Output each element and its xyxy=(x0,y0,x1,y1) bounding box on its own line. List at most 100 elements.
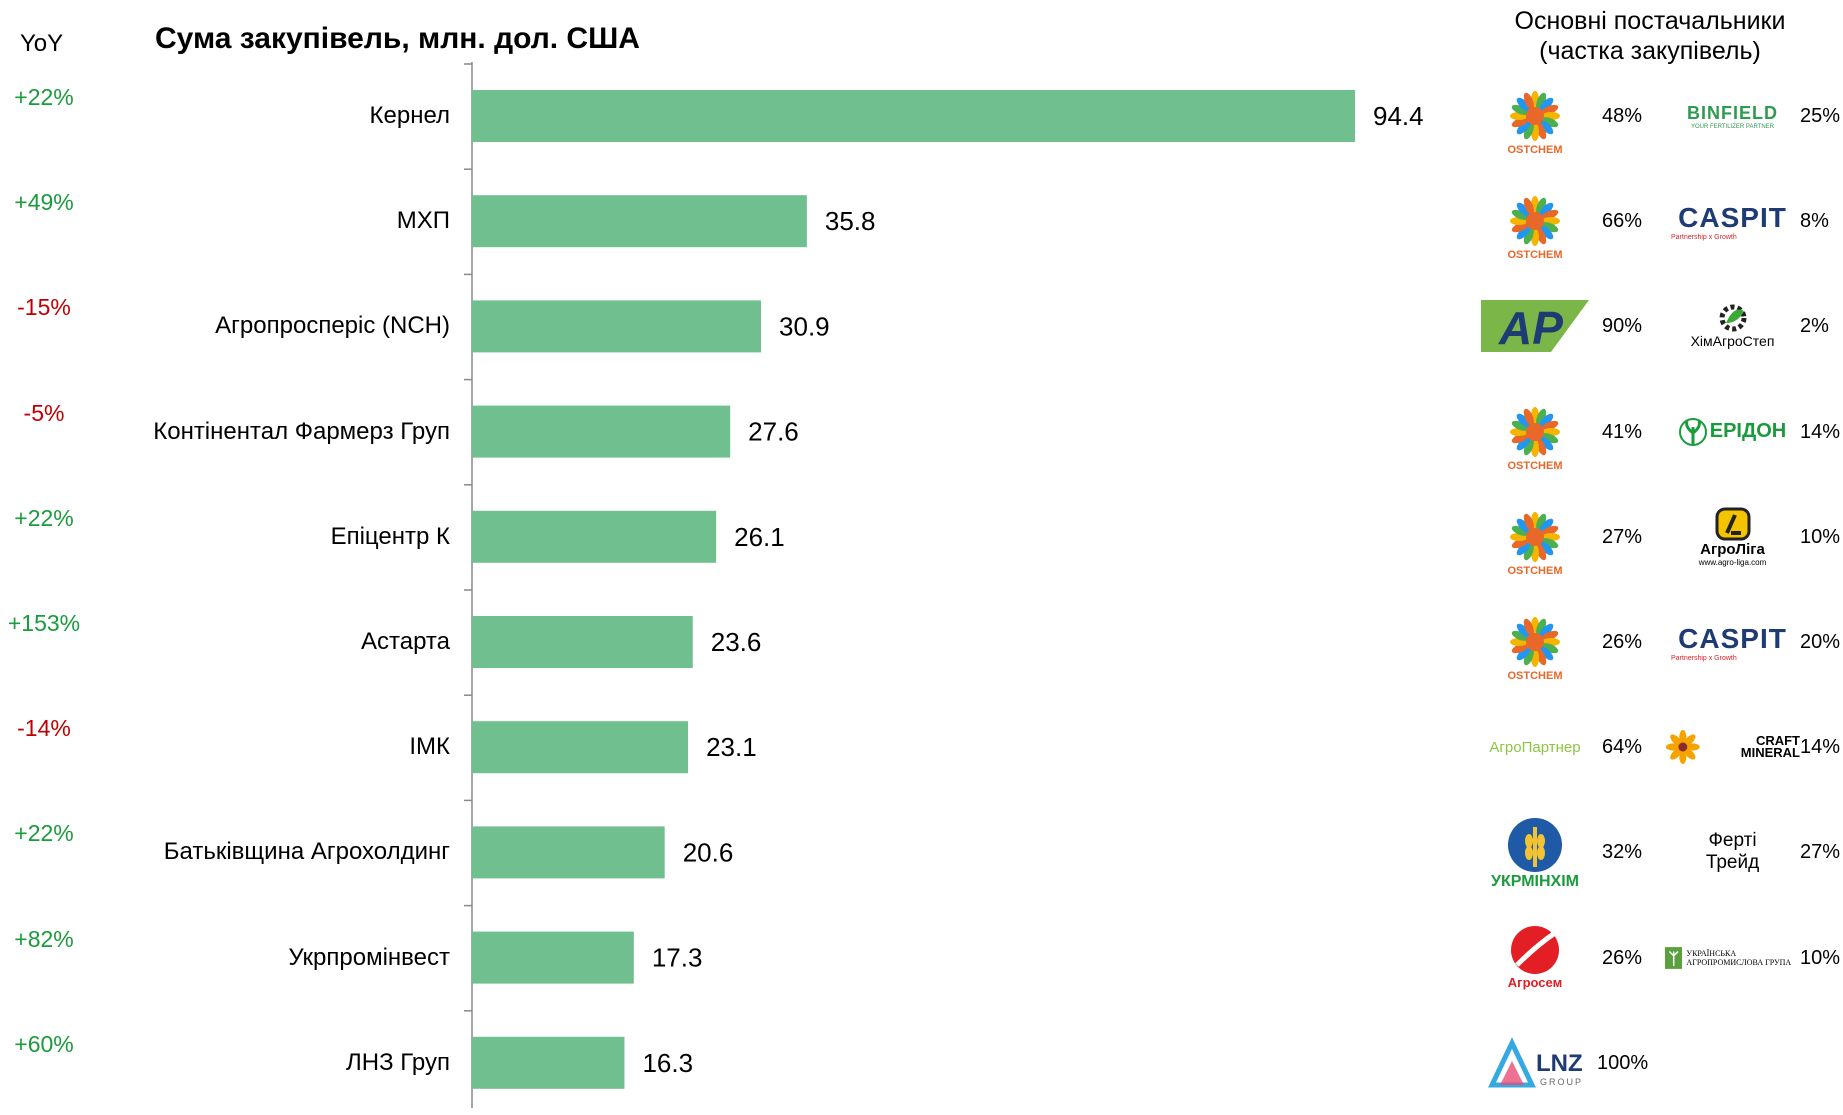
bar-value-label: 35.8 xyxy=(825,206,876,236)
supplier-2-name: ХімАгроСтеп xyxy=(1690,333,1775,350)
agroprosperis-logo: AP xyxy=(1480,286,1590,366)
supplier-1-share: 26% xyxy=(1602,946,1643,969)
supplier-2-share: 14% xyxy=(1800,420,1841,443)
category-label: Контінентал Фармерз Груп xyxy=(153,417,450,445)
bar xyxy=(472,616,693,668)
table-row: +82% Укрпромінвест Агросем 26% УКРАЇНСЬКА АГ… xyxy=(0,906,1843,1010)
yoy-value: +22% xyxy=(14,820,74,847)
ostchem-logo: OSTCHEM xyxy=(1480,602,1590,682)
yoy-value: +82% xyxy=(14,925,74,952)
supplier-1-share: 64% xyxy=(1602,736,1643,759)
supplier-2-name: ЕРІДОН xyxy=(1709,420,1787,443)
category-label: МХП xyxy=(396,207,450,235)
agrosem-icon xyxy=(1511,926,1559,975)
supplier-2-name-line1: Ферті xyxy=(1708,830,1757,852)
supplier-2-name: BINFIELD xyxy=(1687,102,1778,123)
suppliers-header-line1: Основні постачальники xyxy=(1514,7,1786,35)
supplier-2-share: 27% xyxy=(1800,841,1841,864)
bar-value-label: 20.6 xyxy=(683,837,734,867)
binfield-tagline: YOUR FERTILIZER PARTNER xyxy=(1690,123,1774,130)
khimagrostep-logo: ХімАгроСтеп xyxy=(1665,291,1800,361)
yoy-header: YoY xyxy=(20,30,64,57)
table-row: +49% МХП OSTCHEM 66% CASPIT Partnership x Gro… xyxy=(0,169,1843,273)
bar-value-label: 23.6 xyxy=(711,627,762,657)
supplier-2-share: 8% xyxy=(1800,210,1829,233)
binfield-logo: BINFIELD YOUR FERTILIZER PARTNER xyxy=(1665,81,1800,151)
sunflower-icon xyxy=(1510,406,1560,457)
ostchem-logo: OSTCHEM xyxy=(1480,181,1590,261)
yoy-value: -14% xyxy=(17,715,71,742)
table-row: +22% Батьківщина Агрохолдинг УКРМІНХІМ 32% Ф… xyxy=(0,800,1843,904)
chart-title: Сума закупівель, млн. дол. США xyxy=(155,22,640,55)
sunflower-icon xyxy=(1510,196,1560,247)
flower-icon xyxy=(1665,730,1700,765)
category-label: Кернел xyxy=(369,102,450,129)
supplier-1-name: OSTCHEM xyxy=(1507,249,1563,262)
table-row: +60% ЛНЗ Груп LNZ GROUP 100% xyxy=(0,1011,1843,1115)
caspit-logo: CASPIT Partnership x Growth xyxy=(1665,607,1800,677)
supplier-1-share: 100% xyxy=(1597,1051,1649,1074)
supplier-1-name: АгроПартнер xyxy=(1489,738,1581,756)
bar-value-label: 17.3 xyxy=(652,943,703,973)
bar-value-label: 23.1 xyxy=(706,732,757,762)
suppliers-header-line2: (частка закупівель) xyxy=(1539,37,1761,65)
gear-leaf-icon xyxy=(1719,304,1746,332)
agroliga-logo: АгроЛіга www.agro-liga.com xyxy=(1665,502,1800,572)
yoy-value: +153% xyxy=(7,610,81,636)
caspit-tagline: Partnership x Growth xyxy=(1671,233,1737,241)
supplier-1-share: 66% xyxy=(1602,210,1643,233)
ostchem-logo: OSTCHEM xyxy=(1480,392,1590,472)
category-label: Епіцентр К xyxy=(330,522,450,550)
leaf-icon xyxy=(1678,417,1707,446)
supplier-1-name: LNZ xyxy=(1536,1050,1583,1077)
bar-value-label: 16.3 xyxy=(642,1048,693,1078)
supplier-1-share: 32% xyxy=(1602,841,1643,864)
yoy-value: +49% xyxy=(14,189,74,216)
supplier-2-share: 14% xyxy=(1800,736,1841,759)
suppliers-header: Основні постачальники (частка закупівель… xyxy=(1480,6,1820,66)
bar xyxy=(472,721,689,774)
table-row: -5% Контінентал Фармерз Груп OSTCHEM 41% ЕРІ… xyxy=(0,380,1843,484)
sunflower-icon xyxy=(1510,617,1560,667)
eridon-logo: ЕРІДОН xyxy=(1665,397,1800,467)
category-label: ЛНЗ Груп xyxy=(346,1048,450,1076)
supplier-1-name: УКРМІНХІМ xyxy=(1491,873,1579,891)
category-label: Агропросперіс (NCH) xyxy=(215,312,450,340)
lnz-logo: LNZ GROUP xyxy=(1484,1023,1594,1103)
agrosem-logo: Агросем xyxy=(1480,918,1590,998)
bar-value-label: 94.4 xyxy=(1373,101,1424,131)
ferti-trade-logo: Ферті Трейд xyxy=(1665,817,1800,887)
table-row: -15% Агропросперіс (NCH) AP 90% ХімАгроСтеп 2… xyxy=(0,274,1843,378)
yoy-value: +22% xyxy=(14,504,74,531)
lnz-subtitle: GROUP xyxy=(1540,1077,1583,1087)
sunflower-icon xyxy=(1510,91,1560,141)
yoy-value: -15% xyxy=(17,294,71,321)
supplier-2-name: CASPIT xyxy=(1678,622,1787,654)
agropartner-logo: АгроПартнер xyxy=(1480,707,1590,787)
supplier-2-name: CASPIT xyxy=(1678,201,1787,233)
bar xyxy=(472,931,634,984)
wheat-icon xyxy=(1508,818,1562,873)
supplier-2-share: 20% xyxy=(1800,631,1841,653)
category-label: Укрпромінвест xyxy=(288,943,450,971)
bar xyxy=(472,826,665,879)
bar xyxy=(472,300,762,353)
caspit-logo: CASPIT Partnership x Growth xyxy=(1665,186,1800,256)
bar xyxy=(472,510,717,563)
agroliga-icon xyxy=(1715,507,1750,541)
table-row: +22% Кернел OSTCHEM 48% BINFIELD YOUR FERTILI… xyxy=(0,64,1843,168)
ostchem-logo: OSTCHEM xyxy=(1480,497,1590,577)
supplier-1-name: Агросем xyxy=(1507,975,1563,991)
supplier-1-name: AP xyxy=(1498,302,1563,352)
yoy-value: +22% xyxy=(14,84,74,110)
bar xyxy=(472,405,731,458)
category-label: Батьківщина Агрохолдинг xyxy=(163,838,450,866)
supplier-2-share: 10% xyxy=(1800,525,1841,548)
category-label: Астарта xyxy=(361,628,450,655)
supplier-2-name-line2: Трейд xyxy=(1705,852,1760,874)
supplier-1-share: 48% xyxy=(1602,105,1643,127)
bar xyxy=(472,90,1355,142)
supplier-1-name: OSTCHEM xyxy=(1507,459,1563,472)
uapg-logo: УКРАЇНСЬКА АГРОПРОМИСЛОВА ГРУПА xyxy=(1665,923,1800,993)
bar-value-label: 30.9 xyxy=(779,311,830,341)
